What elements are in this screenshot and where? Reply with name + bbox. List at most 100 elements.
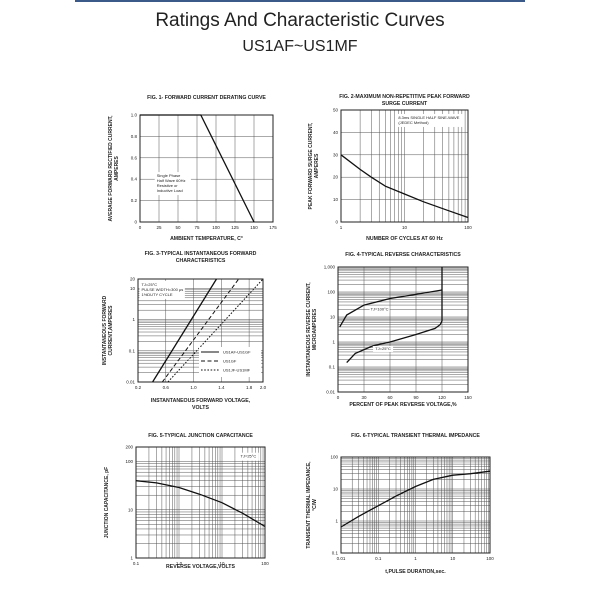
x-axis-label: NUMBER OF CYCLES AT 60 Hz: [366, 236, 443, 242]
y-axis-label: MICROAMPERES: [312, 308, 318, 350]
x-tick-label: 100: [486, 556, 494, 561]
x-tick-label: 25: [156, 225, 162, 230]
y-tick-label: 40: [333, 130, 339, 135]
x-tick-label: 100: [261, 561, 269, 566]
y-tick-label: 10: [128, 507, 134, 512]
series-line-1: [340, 154, 469, 219]
x-tick-label: 125: [231, 225, 239, 230]
chart-title: FIG. 4-TYPICAL REVERSE CHARACTERISTICS: [345, 252, 461, 258]
y-tick-label: 0.01: [326, 390, 335, 395]
y-tick-label: 0.1: [332, 551, 339, 556]
y-tick-label: 1: [332, 340, 335, 345]
plot-frame: [139, 114, 274, 223]
plot-frame: [137, 278, 264, 383]
y-tick-label: 1: [335, 519, 338, 524]
legend-label: US1GF: [223, 359, 237, 364]
y-tick-label: 100: [327, 290, 335, 295]
chart-fig-5: 0.1 1.0 10 100 1 10 100 200 FIG. 5-TYPICAL JUNCT…: [104, 433, 269, 570]
annotation-text: Inductive Load: [157, 188, 183, 193]
series-line-1: [135, 480, 266, 528]
y-axis-label: PEAK FORWARD SURGE CURRENT,: [308, 122, 314, 209]
header-rule: [75, 0, 525, 2]
x-tick-label: 0.6: [163, 385, 170, 390]
y-tick-label: 0.1: [129, 348, 136, 353]
annotation-text: TJ=25°C: [141, 282, 157, 287]
y-tick-label: 1.0: [131, 113, 138, 118]
y-tick-label: 0.6: [131, 155, 138, 160]
y-tick-label: 0.1: [329, 365, 336, 370]
y-tick-label: 10: [130, 286, 136, 291]
annotation-box: [154, 172, 191, 196]
x-axis-label: VOLTS: [192, 405, 209, 411]
x-tick-label: 175: [269, 225, 277, 230]
x-tick-label: 75: [194, 225, 200, 230]
y-axis-label: AVERAGE FORWARD RECTIFIED CURRENT,: [108, 115, 114, 222]
y-axis-label: INSTANTANEOUS FORWARD: [102, 295, 108, 365]
y-tick-label: 1: [130, 556, 133, 561]
x-tick-label: 10: [402, 225, 408, 230]
y-tick-label: 0.2: [131, 198, 138, 203]
x-tick-label: 90: [413, 395, 419, 400]
y-tick-label: 30: [333, 152, 339, 157]
legend-label: US1AF-US1GF: [223, 350, 251, 355]
x-tick-label: 1.8: [246, 385, 253, 390]
series-line-1: [339, 289, 443, 328]
x-tick-label: 0.2: [135, 385, 142, 390]
x-tick-label: 1.4: [218, 385, 225, 390]
chart-title: SURGE CURRENT: [382, 101, 428, 107]
x-tick-label: 10: [219, 561, 225, 566]
chart-title: FIG. 3-TYPICAL INSTANTANEOUS FORWARD: [145, 251, 257, 257]
series-line-1: [140, 114, 255, 223]
x-tick-label: 2.0: [260, 385, 267, 390]
x-tick-label: 100: [212, 225, 220, 230]
x-axis-label: AMBIENT TEMPERATURE, C°: [170, 236, 243, 242]
plot-frame: [340, 456, 491, 554]
chart-title: FIG. 5-TYPICAL JUNCTION CAPACITANCE: [148, 433, 253, 439]
y-tick-label: 10: [333, 487, 339, 492]
chart-fig-1: 0 25 50 75 100 125 150 175 0 0.2 0.4 0.6 0.8 1.0 FIG. …: [108, 95, 277, 242]
y-tick-label: 200: [125, 445, 133, 450]
y-axis-label: INSTANTANEOUS REVERSE CURRENT,: [306, 282, 312, 377]
series-line-1: [152, 278, 218, 383]
page-subtitle: US1AF~US1MF: [242, 38, 358, 55]
x-tick-label: 0: [139, 225, 142, 230]
y-tick-label: 0.4: [131, 177, 138, 182]
x-axis-label: PERCENT OF PEAK REVERSE VOLTAGE,%: [349, 402, 457, 408]
y-tick-label: 20: [333, 175, 339, 180]
y-tick-label: 1: [132, 317, 135, 322]
x-tick-label: 0: [337, 395, 340, 400]
y-axis-label: CURRENT,AMPERES: [108, 305, 114, 356]
chart-title: FIG. 1- FORWARD CURRENT DERATING CURVE: [147, 95, 266, 101]
plot-frame: [340, 109, 469, 223]
x-tick-label: 60: [387, 395, 393, 400]
chart-title: CHARACTERISTICS: [176, 258, 226, 264]
series-label-bg: [369, 306, 390, 313]
x-tick-label: 0.1: [375, 556, 382, 561]
series-label: TJ=100°C: [371, 307, 389, 312]
annotation-text: Half Wave 60Hz: [157, 178, 186, 183]
chart-fig-3: 0.2 0.6 1.0 1.4 1.8 2.0 0.01 0.1 1 10 20 FIG. 3-TYP…: [102, 251, 267, 411]
series-line-2: [346, 267, 443, 364]
y-axis-label: AMPERES: [114, 155, 120, 180]
annotation-box: [396, 113, 463, 127]
legend-label: US1JF-US1MF: [223, 368, 251, 373]
x-tick-label: 10: [450, 556, 456, 561]
chart-title: FIG. 2-MAXIMUM NON-REPETITIVE PEAK FORWA…: [339, 94, 470, 100]
annotation-text: 1%DUTY CYCLE: [141, 292, 172, 297]
y-tick-label: 0: [134, 220, 137, 225]
x-tick-label: 30: [361, 395, 367, 400]
y-tick-label: 100: [125, 459, 133, 464]
x-tick-label: 0.01: [337, 556, 346, 561]
x-tick-label: 1: [414, 556, 417, 561]
y-tick-label: 50: [333, 108, 339, 113]
series-line-1: [340, 470, 491, 528]
x-tick-label: 120: [438, 395, 446, 400]
page-title: Ratings And Characteristic Curves: [155, 10, 445, 31]
x-tick-label: 50: [175, 225, 181, 230]
annotation-text: Single Phase: [157, 173, 181, 178]
plot-frame: [135, 446, 266, 559]
x-tick-label: 150: [464, 395, 472, 400]
annotation-text: TJ=25°C: [241, 454, 257, 459]
